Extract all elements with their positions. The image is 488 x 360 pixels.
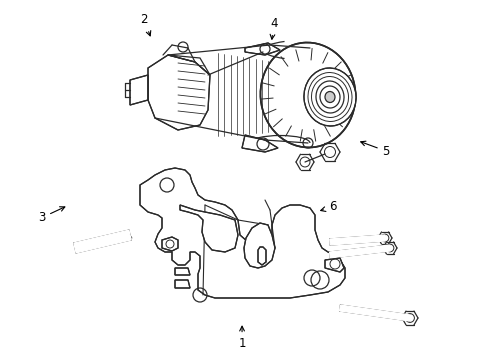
Polygon shape: [329, 235, 385, 245]
Text: 3: 3: [38, 207, 65, 224]
Polygon shape: [162, 237, 178, 251]
Ellipse shape: [304, 68, 355, 126]
Text: 1: 1: [238, 326, 245, 350]
Text: 5: 5: [360, 141, 389, 158]
Polygon shape: [329, 245, 389, 258]
Polygon shape: [175, 280, 190, 288]
Text: 2: 2: [140, 13, 150, 36]
Polygon shape: [325, 258, 343, 272]
Polygon shape: [175, 268, 190, 275]
Text: 6: 6: [320, 201, 336, 213]
Text: 4: 4: [269, 17, 277, 39]
Polygon shape: [244, 43, 280, 55]
Ellipse shape: [260, 42, 355, 148]
Polygon shape: [339, 305, 409, 321]
Polygon shape: [148, 55, 209, 130]
Polygon shape: [140, 168, 345, 298]
Polygon shape: [180, 205, 238, 252]
Polygon shape: [242, 135, 278, 152]
Polygon shape: [130, 75, 148, 105]
Polygon shape: [258, 247, 265, 265]
Polygon shape: [74, 230, 131, 253]
Ellipse shape: [325, 91, 334, 103]
Polygon shape: [244, 223, 274, 268]
